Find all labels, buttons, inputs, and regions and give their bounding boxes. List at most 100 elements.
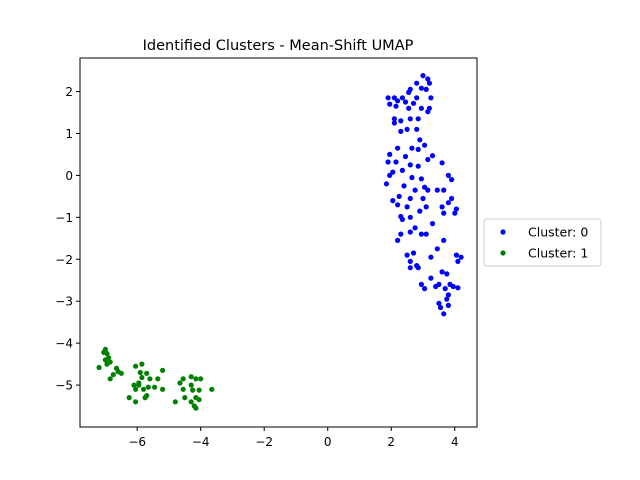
scatter-point-cluster-1 (145, 384, 151, 390)
scatter-point-cluster-0 (425, 109, 431, 115)
scatter-point-cluster-0 (390, 169, 396, 175)
scatter-point-cluster-0 (387, 101, 393, 107)
scatter-point-cluster-0 (395, 237, 401, 243)
scatter-point-cluster-0 (404, 126, 410, 132)
scatter-point-cluster-1 (190, 387, 196, 393)
y-axis-ticks: −5 −4 −3 −2 −1 0 1 2 (55, 85, 80, 393)
scatter-point-cluster-1 (104, 361, 110, 367)
scatter-point-cluster-0 (393, 103, 399, 109)
scatter-point-cluster-0 (398, 128, 404, 134)
scatter-point-cluster-0 (425, 187, 431, 193)
scatter-point-cluster-1 (180, 376, 186, 382)
scatter-point-cluster-0 (444, 296, 450, 302)
scatter-point-cluster-1 (126, 395, 132, 401)
scatter-point-cluster-0 (395, 202, 401, 208)
scatter-point-cluster-0 (418, 231, 424, 237)
scatter-point-cluster-0 (418, 105, 424, 111)
scatter-point-cluster-0 (445, 302, 451, 308)
scatter-point-cluster-0 (449, 177, 455, 183)
x-tick-label: −4 (192, 435, 210, 449)
scatter-point-cluster-0 (407, 195, 413, 202)
scatter-point-cluster-1 (110, 372, 116, 378)
scatter-point-cluster-1 (118, 370, 124, 376)
scatter-point-cluster-0 (436, 300, 442, 306)
scatter-point-cluster-0 (398, 118, 404, 124)
scatter-point-cluster-1 (102, 357, 108, 363)
scatter-point-cluster-0 (393, 159, 399, 165)
scatter-point-cluster-0 (409, 145, 415, 151)
scatter-point-cluster-0 (406, 89, 412, 95)
scatter-point-cluster-0 (399, 95, 405, 101)
scatter-point-cluster-0 (409, 174, 415, 181)
scatter-point-cluster-1 (96, 364, 102, 371)
scatter-point-cluster-0 (417, 208, 423, 214)
scatter-point-cluster-0 (396, 193, 402, 199)
scatter-point-cluster-1 (131, 382, 137, 388)
scatter-point-cluster-1 (196, 387, 202, 393)
scatter-point-cluster-0 (391, 120, 397, 126)
scatter-point-cluster-0 (441, 237, 447, 243)
scatter-point-cluster-0 (455, 258, 461, 264)
scatter-point-cluster-0 (418, 281, 424, 287)
y-tick-label: 0 (65, 169, 73, 183)
scatter-point-cluster-0 (387, 172, 393, 178)
scatter-point-cluster-0 (428, 95, 434, 101)
scatter-point-cluster-0 (418, 176, 424, 182)
scatter-point-cluster-0 (422, 142, 428, 148)
scatter-point-cluster-1 (172, 399, 178, 405)
y-tick-label: −2 (55, 253, 73, 267)
scatter-point-cluster-1 (133, 363, 139, 369)
x-tick-label: 4 (451, 435, 459, 449)
scatter-point-cluster-1 (140, 386, 147, 392)
scatter-point-cluster-1 (160, 386, 166, 392)
scatter-point-cluster-0 (414, 80, 420, 86)
scatter-point-cluster-1 (139, 374, 145, 381)
scatter-point-cluster-0 (407, 229, 413, 235)
scatter-point-cluster-0 (383, 181, 390, 187)
scatter-point-cluster-0 (404, 204, 410, 210)
scatter-point-cluster-0 (410, 100, 417, 106)
scatter-point-cluster-1 (193, 376, 199, 382)
scatter-point-cluster-0 (415, 265, 421, 271)
scatter-point-cluster-0 (439, 269, 445, 275)
scatter-point-cluster-0 (445, 172, 451, 178)
scatter-point-cluster-0 (399, 216, 405, 222)
legend-marker-cluster-0 (500, 229, 506, 235)
scatter-point-cluster-0 (423, 231, 429, 237)
scatter-point-cluster-1 (139, 361, 145, 367)
scatter-point-cluster-0 (445, 292, 451, 298)
scatter-point-cluster-0 (402, 153, 409, 160)
scatter-point-cluster-0 (434, 246, 440, 252)
scatter-point-cluster-1 (137, 369, 143, 376)
scatter-point-cluster-0 (415, 163, 421, 169)
scatter-point-cluster-1 (198, 376, 204, 382)
scatter-point-cluster-1 (180, 386, 186, 392)
scatter-point-cluster-0 (415, 146, 421, 152)
scatter-point-cluster-0 (402, 99, 409, 105)
scatter-point-cluster-0 (442, 286, 448, 292)
chart-title: Identified Clusters - Mean-Shift UMAP (143, 38, 414, 54)
y-tick-label: −4 (55, 337, 73, 351)
scatter-point-cluster-1 (155, 376, 161, 382)
scatter-point-cluster-0 (425, 156, 431, 163)
x-axis-ticks: −6 −4 −2 0 2 4 (128, 427, 459, 449)
scatter-point-cluster-0 (433, 283, 439, 290)
scatter-point-cluster-0 (387, 151, 393, 157)
scatter-point-cluster-0 (441, 210, 447, 216)
scatter-point-cluster-0 (449, 195, 455, 202)
y-tick-label: 1 (65, 127, 73, 141)
scatter-point-cluster-0 (458, 254, 464, 260)
scatter-point-cluster-0 (407, 116, 413, 122)
scatter-point-cluster-0 (412, 225, 418, 231)
scatter-point-cluster-0 (428, 275, 434, 281)
scatter-point-cluster-0 (434, 187, 440, 193)
scatter-point-cluster-1 (142, 395, 148, 401)
y-tick-label: −1 (55, 211, 73, 225)
scatter-point-cluster-0 (428, 254, 434, 260)
scatter-point-cluster-0 (407, 265, 413, 271)
y-tick-label: −3 (55, 295, 73, 309)
scatter-point-cluster-0 (415, 116, 421, 122)
scatter-point-cluster-0 (437, 304, 444, 311)
scatter-point-cluster-0 (439, 160, 445, 166)
